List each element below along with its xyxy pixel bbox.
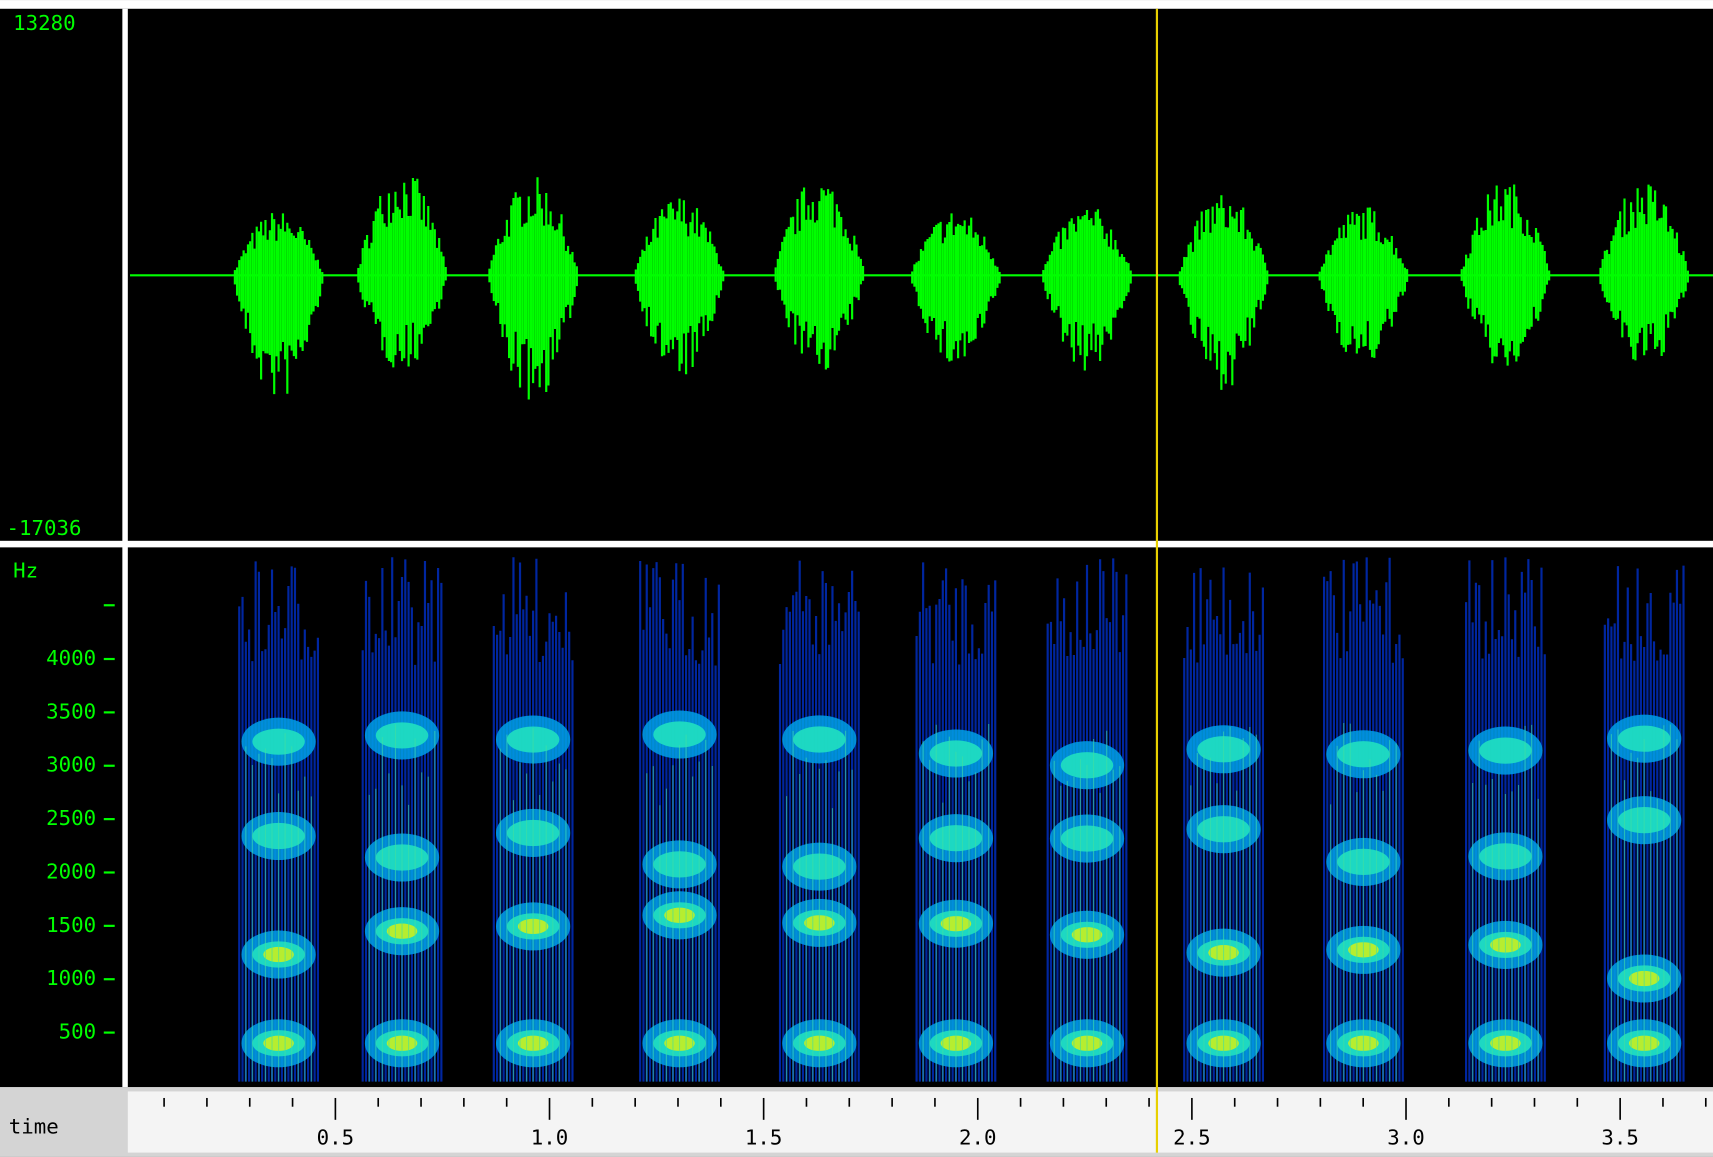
formant-core <box>1479 737 1532 764</box>
time-tick-label: 1.5 <box>745 1125 782 1149</box>
time-ruler <box>127 1091 1713 1153</box>
waveform-panel <box>130 177 1713 400</box>
top-strip <box>0 0 1713 9</box>
formant-core <box>375 722 429 749</box>
axes: 500 1000 1500 2000 2500 3000 3500 4000 0.5 1.0 1.5… <box>46 646 1707 1149</box>
formant-core <box>793 726 846 753</box>
formant-core <box>1337 741 1390 768</box>
time-tick-label: 3.5 <box>1601 1125 1638 1149</box>
time-tick-label: 2.5 <box>1173 1125 1210 1149</box>
axis-separator <box>122 8 128 1088</box>
time-tick-label: 1.0 <box>531 1125 568 1149</box>
formant-core <box>252 728 305 755</box>
freq-tick-label: 4000 <box>46 646 96 670</box>
amplitude-min: -17036 <box>7 516 82 540</box>
time-tick-label: 2.0 <box>959 1125 996 1149</box>
formant-core <box>1617 725 1671 752</box>
freq-tick-label: 1000 <box>46 966 96 990</box>
freq-tick-label: 3000 <box>46 753 96 777</box>
time-tick-label: 0.5 <box>317 1125 354 1149</box>
amplitude-max: 13280 <box>13 11 75 35</box>
formant-core <box>653 721 706 748</box>
spectrogram-panel <box>238 557 1685 1082</box>
time-tick-label: 3.0 <box>1387 1125 1424 1149</box>
freq-tick-label: 2000 <box>46 859 96 883</box>
freq-unit: Hz <box>13 558 38 582</box>
freq-tick-label: 2500 <box>46 806 96 830</box>
panel-separator <box>0 540 1713 548</box>
freq-tick-label: 3500 <box>46 699 96 723</box>
freq-tick-label: 500 <box>59 1020 96 1044</box>
freq-tick-label: 1500 <box>46 913 96 937</box>
time-axis-label: time <box>9 1114 59 1138</box>
